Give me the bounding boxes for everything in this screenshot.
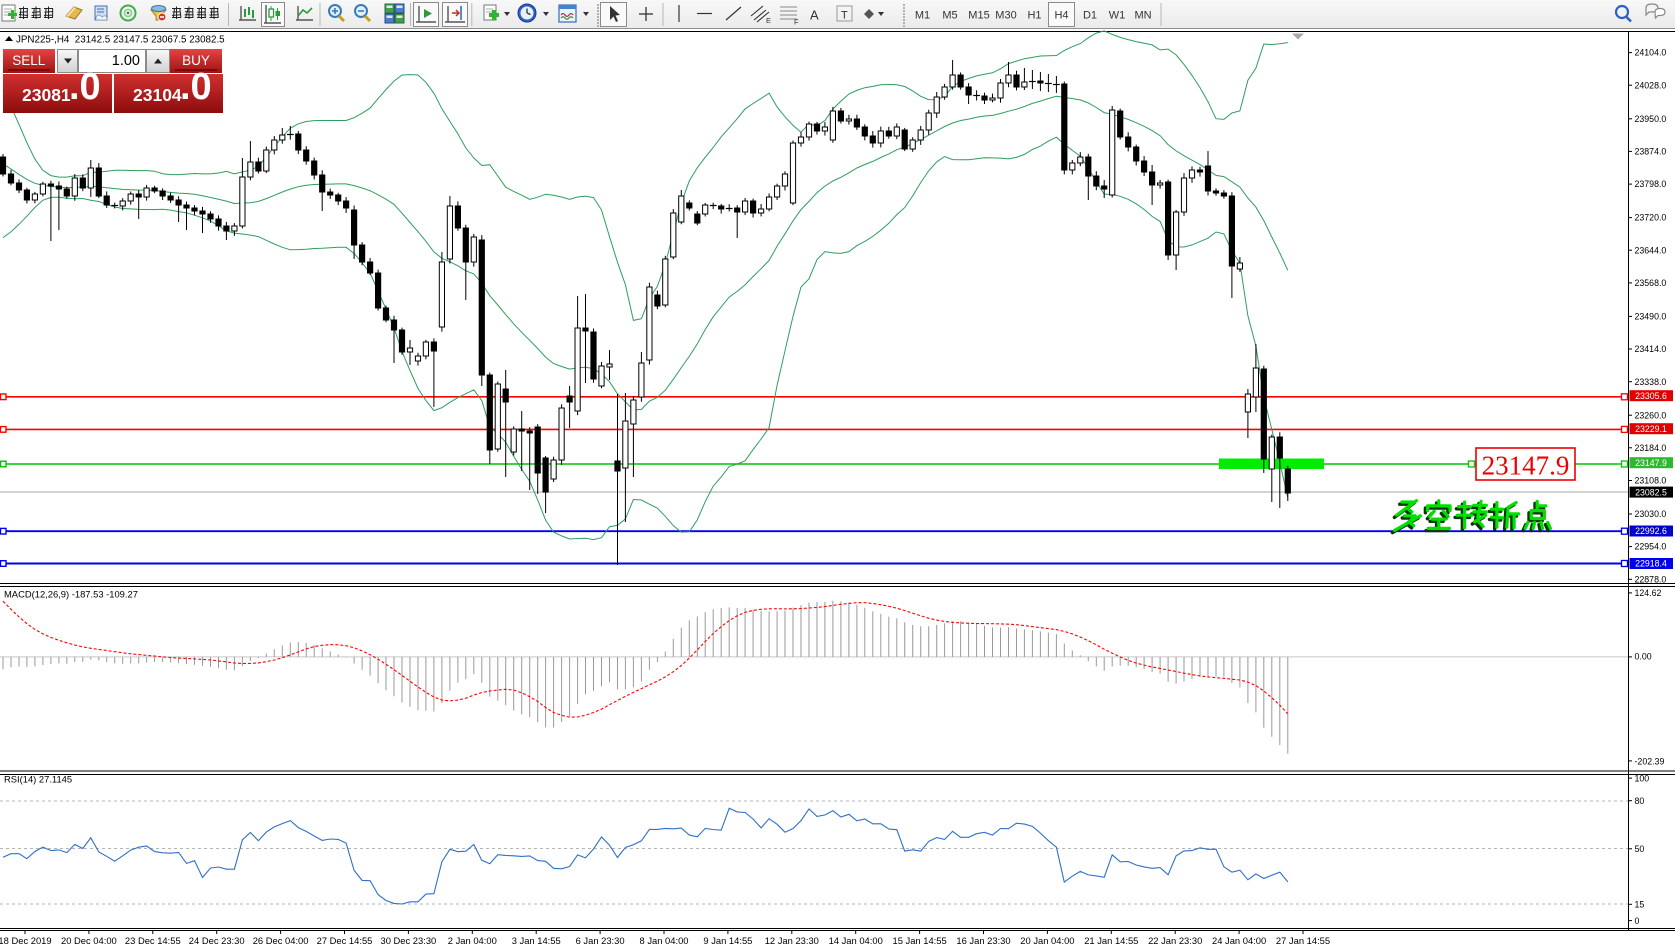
- svg-text:2 Jan 04:00: 2 Jan 04:00: [448, 935, 497, 946]
- svg-text:12 Jan 23:30: 12 Jan 23:30: [765, 935, 819, 946]
- svg-text:15: 15: [1635, 900, 1645, 910]
- svg-text:W1: W1: [1109, 10, 1126, 22]
- svg-text:15 Jan 14:55: 15 Jan 14:55: [892, 935, 946, 946]
- svg-text:23184.0: 23184.0: [1635, 443, 1667, 453]
- svg-text:50: 50: [1635, 844, 1645, 854]
- svg-text:D1: D1: [1083, 10, 1097, 22]
- svg-text:23305.6: 23305.6: [1635, 391, 1667, 401]
- svg-text:23414.0: 23414.0: [1635, 344, 1667, 354]
- svg-text:22954.0: 22954.0: [1635, 542, 1667, 552]
- svg-text:22918.4: 22918.4: [1635, 559, 1667, 569]
- svg-text:23260.0: 23260.0: [1635, 410, 1667, 420]
- svg-text:20 Dec 04:00: 20 Dec 04:00: [61, 935, 117, 946]
- svg-text:23720.0: 23720.0: [1635, 213, 1667, 223]
- svg-text:0.00: 0.00: [1635, 652, 1652, 662]
- svg-text:16 Jan 23:30: 16 Jan 23:30: [956, 935, 1010, 946]
- svg-text:18 Dec 2019: 18 Dec 2019: [0, 935, 52, 946]
- svg-text:23030.0: 23030.0: [1635, 509, 1667, 519]
- svg-text:MN: MN: [1134, 10, 1151, 22]
- svg-text:23568.0: 23568.0: [1635, 278, 1667, 288]
- svg-text:H1: H1: [1027, 10, 1041, 22]
- svg-text:RSI(14) 27.1145: RSI(14) 27.1145: [4, 774, 72, 785]
- svg-text:24028.0: 24028.0: [1635, 80, 1667, 90]
- svg-text:H4: H4: [1054, 10, 1068, 22]
- svg-text:23798.0: 23798.0: [1635, 179, 1667, 189]
- svg-text:F: F: [794, 18, 799, 27]
- svg-text:6 Jan 23:30: 6 Jan 23:30: [576, 935, 625, 946]
- svg-text:21 Jan 14:55: 21 Jan 14:55: [1084, 935, 1138, 946]
- svg-text:14 Jan 04:00: 14 Jan 04:00: [829, 935, 883, 946]
- svg-text:23338.0: 23338.0: [1635, 377, 1667, 387]
- svg-text:23644.0: 23644.0: [1635, 245, 1667, 255]
- svg-text:23490.0: 23490.0: [1635, 312, 1667, 322]
- svg-text:T: T: [841, 10, 848, 22]
- svg-text:E: E: [766, 16, 771, 25]
- svg-text:23147.9: 23147.9: [1482, 451, 1570, 481]
- svg-text:M5: M5: [942, 10, 957, 22]
- svg-text:23082.5: 23082.5: [1635, 487, 1667, 497]
- svg-text:23229.1: 23229.1: [1635, 424, 1667, 434]
- svg-text:M30: M30: [995, 10, 1016, 22]
- svg-text:80: 80: [1635, 796, 1645, 806]
- svg-text:8 Jan 04:00: 8 Jan 04:00: [640, 935, 689, 946]
- svg-text:3 Jan 14:55: 3 Jan 14:55: [512, 935, 561, 946]
- svg-text:27 Jan 14:55: 27 Jan 14:55: [1276, 935, 1330, 946]
- svg-text:22 Jan 23:30: 22 Jan 23:30: [1148, 935, 1202, 946]
- svg-text:20 Jan 04:00: 20 Jan 04:00: [1020, 935, 1074, 946]
- svg-text:27 Dec 14:55: 27 Dec 14:55: [317, 935, 373, 946]
- svg-text:-202.39: -202.39: [1635, 756, 1665, 766]
- svg-text:124.62: 124.62: [1635, 588, 1662, 598]
- svg-text:23147.9: 23147.9: [1635, 458, 1667, 468]
- svg-text:26 Dec 04:00: 26 Dec 04:00: [253, 935, 309, 946]
- svg-text:30 Dec 23:30: 30 Dec 23:30: [381, 935, 437, 946]
- svg-text:23874.0: 23874.0: [1635, 147, 1667, 157]
- svg-text:23950.0: 23950.0: [1635, 114, 1667, 124]
- svg-text:22992.6: 22992.6: [1635, 526, 1667, 536]
- svg-text:24 Dec 23:30: 24 Dec 23:30: [189, 935, 245, 946]
- svg-text:100: 100: [1635, 773, 1650, 783]
- svg-text:24 Jan 04:00: 24 Jan 04:00: [1212, 935, 1266, 946]
- svg-text:9 Jan 14:55: 9 Jan 14:55: [703, 935, 752, 946]
- svg-text:JPN225-,H4 23142.5 23147.5 23: JPN225-,H4 23142.5 23147.5 23067.5 23082…: [16, 35, 225, 46]
- svg-text:MACD(12,26,9) -187.53 -109.27: MACD(12,26,9) -187.53 -109.27: [4, 589, 138, 600]
- svg-text:M1: M1: [915, 10, 930, 22]
- svg-text:0: 0: [1635, 916, 1640, 926]
- svg-text:24104.0: 24104.0: [1635, 48, 1667, 58]
- svg-text:23108.0: 23108.0: [1635, 476, 1667, 486]
- svg-text:A: A: [810, 8, 819, 23]
- svg-text:23 Dec 14:55: 23 Dec 14:55: [125, 935, 181, 946]
- svg-text:M15: M15: [968, 10, 989, 22]
- svg-text:22878.0: 22878.0: [1635, 574, 1667, 584]
